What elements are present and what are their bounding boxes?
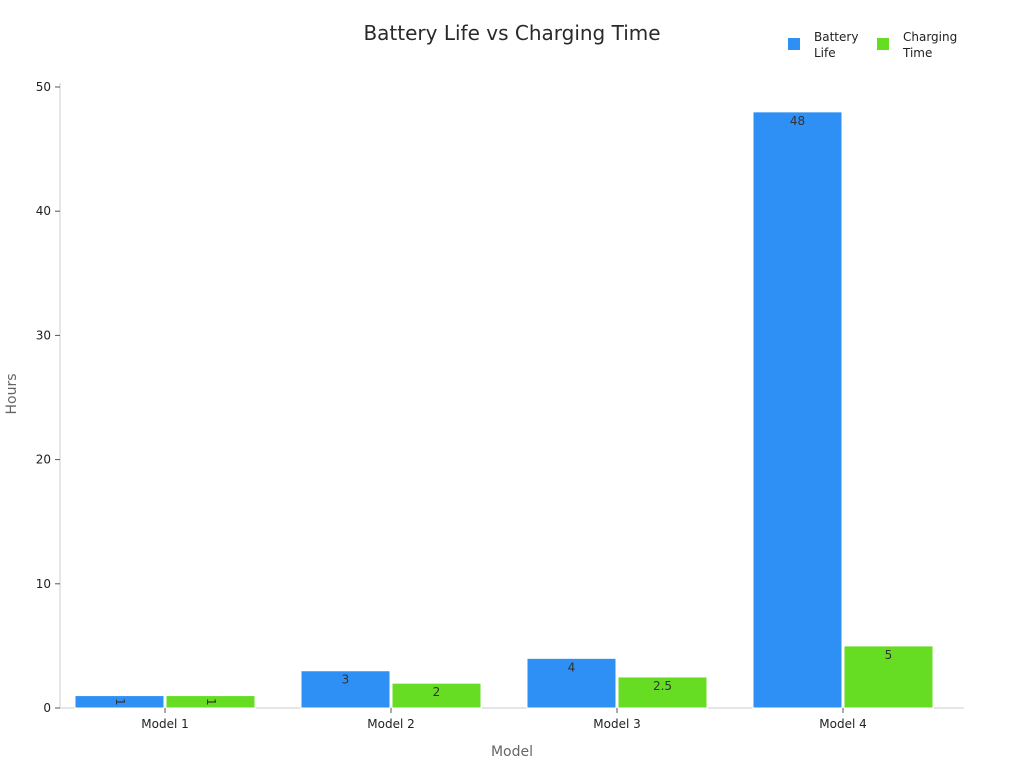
bar-charging-time	[843, 645, 934, 709]
bar-labels: 1 3 4 48 1 2 2.5 5	[113, 114, 892, 706]
data-label: 48	[790, 114, 805, 128]
legend-label: Charging	[903, 30, 957, 44]
x-tick-label: Model 3	[593, 717, 640, 731]
legend-label: Life	[814, 46, 836, 60]
data-label: 1	[204, 698, 218, 706]
bar-charging-time	[391, 682, 482, 709]
bar-battery-life	[300, 670, 391, 709]
data-label: 5	[885, 648, 893, 662]
x-tick-label: Model 2	[367, 717, 414, 731]
x-tick-label: Model 1	[141, 717, 188, 731]
bar-battery-life	[752, 111, 843, 709]
y-tick-label: 40	[36, 204, 51, 218]
bar-battery-life	[526, 657, 617, 709]
x-axis-title: Model	[491, 744, 533, 760]
legend-swatch-charging-time	[877, 38, 889, 50]
legend: Battery Life Charging Time	[788, 30, 957, 60]
legend-label: Battery	[814, 30, 858, 44]
data-label: 3	[342, 673, 350, 687]
bars	[74, 111, 934, 709]
bar-charging-time	[617, 676, 708, 709]
y-tick-label: 20	[36, 453, 51, 467]
legend-swatch-battery-life	[788, 38, 800, 50]
data-label: 4	[568, 660, 576, 674]
y-tick-label: 0	[43, 701, 51, 715]
legend-label: Time	[902, 46, 932, 60]
x-tick-label: Model 4	[819, 717, 866, 731]
y-axis-title: Hours	[4, 373, 20, 414]
y-tick-label: 10	[36, 577, 51, 591]
data-label: 1	[113, 698, 127, 706]
bar-charging-time	[165, 695, 256, 709]
data-label: 2.5	[653, 679, 672, 693]
y-tick-label: 50	[36, 80, 51, 94]
data-label: 2	[433, 685, 441, 699]
bar-battery-life	[74, 695, 165, 709]
y-tick-label: 30	[36, 328, 51, 342]
chart-title: Battery Life vs Charging Time	[363, 21, 660, 45]
